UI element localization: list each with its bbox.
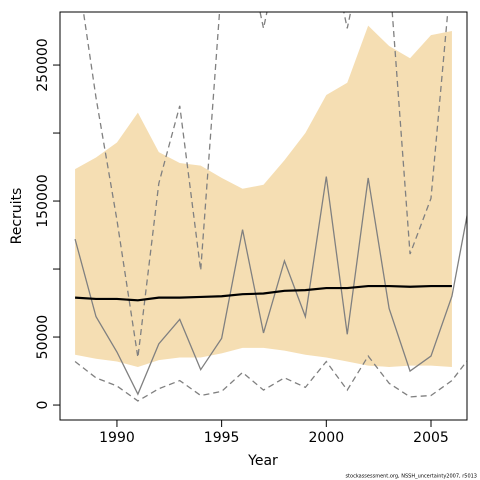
- y-tick-label: 250000: [35, 38, 51, 91]
- x-tick-label: 2000: [308, 430, 344, 446]
- y-tick-label: 150000: [35, 174, 51, 227]
- x-tick-label: 2005: [413, 430, 449, 446]
- uncertainty-band: [75, 25, 452, 367]
- y-axis-label: Recruits: [9, 188, 25, 245]
- footnote: stockassessment.org, NSSH_uncertainty200…: [345, 474, 477, 480]
- series-line: [74, 176, 467, 396]
- x-tick-label: 1990: [99, 430, 135, 446]
- plot-area: [74, 12, 467, 402]
- x-axis-label: Year: [247, 453, 278, 469]
- y-tick-label: 0: [35, 401, 51, 410]
- series-line: [74, 354, 467, 402]
- plot-frame: [59, 11, 468, 421]
- x-tick-label: 1995: [204, 430, 240, 446]
- series-line: [75, 284, 452, 302]
- y-tick-label: 50000: [35, 315, 51, 360]
